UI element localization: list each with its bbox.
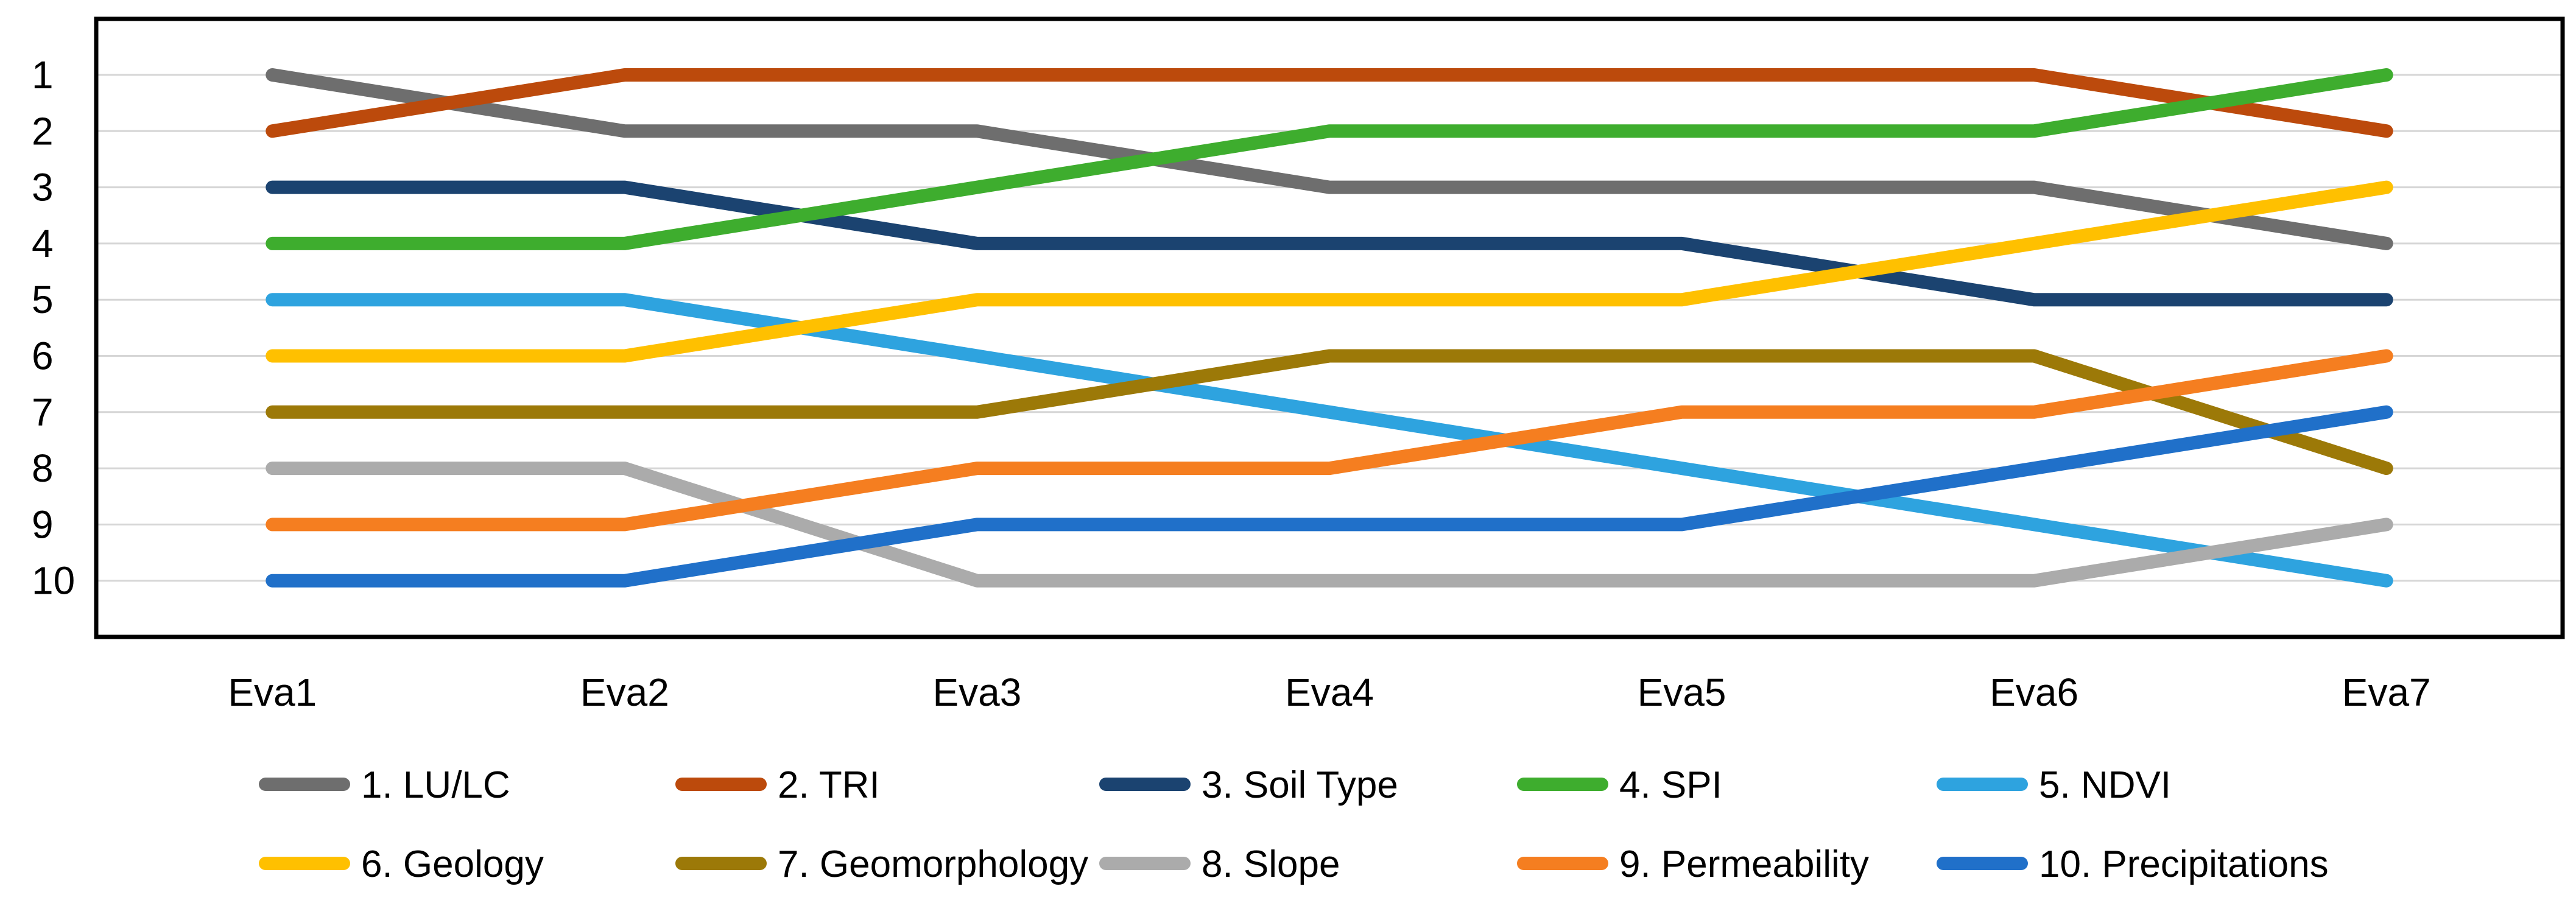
series-line-2-tri — [266, 68, 2393, 138]
x-axis-tick-label: Eva6 — [1990, 670, 2078, 714]
series-line-10-precipitations — [266, 405, 2393, 588]
x-axis-tick-label: Eva5 — [1638, 670, 1726, 714]
legend-label: 6. Geology — [361, 843, 544, 885]
legend-item: 10. Precipitations — [1937, 843, 2329, 885]
legend-item: 9. Permeability — [1517, 843, 1869, 885]
x-axis-tick-label: Eva7 — [2342, 670, 2431, 714]
series-line-5-ndvi — [266, 293, 2393, 588]
legend-swatch-icon — [1099, 857, 1191, 870]
legend-item: 2. TRI — [675, 764, 880, 806]
y-axis-tick-label: 8 — [32, 446, 54, 490]
legend-label: 2. TRI — [778, 764, 880, 806]
legend-swatch-icon — [675, 857, 767, 870]
legend-swatch-icon — [1099, 778, 1191, 791]
legend-label: 10. Precipitations — [2039, 843, 2329, 885]
series-line-9-permeability — [266, 349, 2393, 532]
y-axis-tick-label: 2 — [32, 109, 54, 153]
x-axis-tick-label: Eva3 — [932, 670, 1021, 714]
legend-label: 4. SPI — [1619, 764, 1722, 806]
legend-swatch-icon — [1517, 778, 1608, 791]
y-axis-tick-label: 1 — [32, 53, 54, 97]
legend-item: 7. Geomorphology — [675, 843, 1088, 885]
y-axis-tick-label: 3 — [32, 166, 54, 209]
x-axis-tick-label: Eva1 — [228, 670, 317, 714]
x-axis-tick-label: Eva4 — [1285, 670, 1374, 714]
series-line-4-spi — [266, 68, 2393, 250]
x-axis-tick-label: Eva2 — [580, 670, 669, 714]
legend-swatch-icon — [259, 778, 350, 791]
series-line-1-lu-lc — [266, 68, 2393, 250]
legend-label: 8. Slope — [1202, 843, 1340, 885]
y-axis-tick-label: 10 — [32, 559, 75, 603]
legend-label: 7. Geomorphology — [778, 843, 1088, 885]
legend-swatch-icon — [259, 857, 350, 870]
legend-item: 1. LU/LC — [259, 764, 510, 806]
series-line-3-soil-type — [266, 180, 2393, 307]
y-axis-tick-label: 6 — [32, 334, 54, 378]
series-line-7-geomorphology — [266, 349, 2393, 476]
legend-label: 3. Soil Type — [1202, 764, 1398, 806]
legend-item: 4. SPI — [1517, 764, 1722, 806]
y-axis-tick-label: 9 — [32, 502, 54, 546]
y-axis-tick-label: 4 — [32, 222, 54, 265]
legend-label: 1. LU/LC — [361, 764, 510, 806]
legend-swatch-icon — [675, 778, 767, 791]
legend-swatch-icon — [1937, 778, 2028, 791]
legend-label: 9. Permeability — [1619, 843, 1869, 885]
legend-item: 3. Soil Type — [1099, 764, 1398, 806]
y-axis-tick-label: 7 — [32, 390, 54, 434]
y-axis-tick-label: 5 — [32, 278, 54, 321]
legend-item: 8. Slope — [1099, 843, 1340, 885]
series-line-8-slope — [266, 462, 2393, 588]
legend-item: 5. NDVI — [1937, 764, 2171, 806]
legend-swatch-icon — [1937, 857, 2028, 870]
plot-border — [94, 16, 2565, 639]
legend-item: 6. Geology — [259, 843, 544, 885]
series-line-6-geology — [266, 180, 2393, 363]
legend-swatch-icon — [1517, 857, 1608, 870]
legend-label: 5. NDVI — [2039, 764, 2171, 806]
